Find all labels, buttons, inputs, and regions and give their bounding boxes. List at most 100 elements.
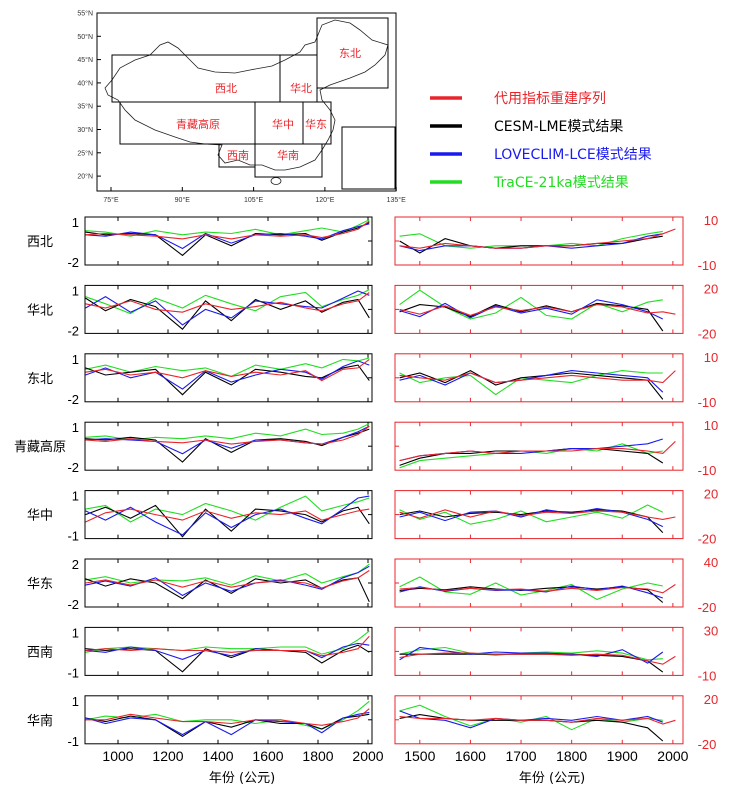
box-xibei bbox=[111, 54, 281, 103]
lat-tick-label: 20°N bbox=[77, 173, 93, 181]
series-line-cesm-lme bbox=[399, 369, 664, 400]
right-panel-0: 10 -10 bbox=[394, 213, 718, 273]
lon-tick-label: 90°E bbox=[175, 196, 191, 204]
y-tick-label: 10 bbox=[704, 350, 718, 365]
series-line-cesm-lme bbox=[85, 577, 370, 603]
left-x-tick-label: 1200 bbox=[152, 748, 183, 764]
left-panel-6: 1 -1 bbox=[67, 625, 373, 680]
label-huadong: 华东 bbox=[305, 117, 327, 131]
left-panel-frame bbox=[84, 558, 373, 608]
right-panel-frame bbox=[394, 626, 684, 676]
y-tick-label: 20 bbox=[704, 281, 718, 296]
right-panel-frame bbox=[394, 353, 684, 403]
box-dongbei bbox=[316, 17, 389, 89]
series-line-trace-21ka bbox=[85, 289, 370, 315]
series-line-loveclim-lce bbox=[399, 370, 664, 393]
series-line-cesm-lme bbox=[85, 297, 370, 330]
series-line-trace-21ka bbox=[85, 563, 370, 586]
region-row-label: 华东 bbox=[27, 577, 53, 592]
right-panel-frame bbox=[394, 216, 684, 266]
y-tick-label: -10 bbox=[698, 258, 717, 273]
series-line-proxy bbox=[85, 425, 370, 445]
series-line-proxy bbox=[85, 292, 370, 313]
left-panel-frame bbox=[84, 421, 373, 471]
left-panel-0: 1 -2 bbox=[67, 215, 373, 270]
lon-tick-label: 75°E bbox=[103, 196, 119, 204]
right-x-axis-title: 年份 (公元) bbox=[519, 771, 585, 786]
box-qingzang bbox=[119, 101, 256, 145]
region-row-label: 华北 bbox=[27, 303, 53, 318]
y-tick-label: 1 bbox=[72, 352, 79, 367]
left-panel-1: 1 -2 bbox=[67, 283, 373, 338]
series-line-loveclim-lce bbox=[85, 290, 370, 326]
y-tick-label: 1 bbox=[72, 694, 79, 709]
y-tick-label: -20 bbox=[698, 532, 717, 547]
series-line-trace-21ka bbox=[399, 504, 664, 525]
box-huanan bbox=[254, 143, 323, 178]
label-huabei: 华北 bbox=[290, 81, 312, 95]
series-line-cesm-lme bbox=[85, 364, 370, 396]
y-tick-label: -20 bbox=[698, 326, 717, 341]
y-tick-label: -2 bbox=[67, 597, 79, 612]
series-line-proxy bbox=[399, 304, 676, 316]
region-row-label: 华南 bbox=[27, 713, 53, 729]
series-line-cesm-lme bbox=[85, 222, 370, 257]
left-panel-2: 1 -2 bbox=[67, 352, 373, 407]
series-line-loveclim-lce bbox=[85, 642, 370, 660]
left-x-axis-title: 年份 (公元) bbox=[209, 771, 275, 786]
y-tick-label: 30 bbox=[704, 623, 718, 638]
region-row-label: 青藏高原 bbox=[14, 439, 66, 455]
label-qingzang: 青藏高原 bbox=[176, 117, 220, 131]
lat-tick-label: 30°N bbox=[77, 126, 93, 134]
series-line-proxy bbox=[85, 570, 370, 589]
label-dongbei: 东北 bbox=[339, 47, 361, 60]
y-tick-label: -1 bbox=[67, 665, 79, 680]
left-panel-3: 1 -2 bbox=[67, 420, 373, 475]
lat-tick-label: 40°N bbox=[77, 79, 93, 87]
series-line-cesm-lme bbox=[399, 509, 664, 533]
y-tick-label: 1 bbox=[72, 489, 79, 504]
series-line-proxy bbox=[399, 441, 676, 462]
right-panel-frame bbox=[394, 421, 684, 471]
left-panel-frame bbox=[84, 353, 373, 403]
series-line-loveclim-lce bbox=[399, 646, 664, 664]
series-line-proxy bbox=[399, 509, 676, 520]
right-x-tick-label: 1700 bbox=[505, 748, 536, 764]
panels: 西北 1 -2 10 -10 华北 1 -2 20 -20 东北 1 -2 10 -10 青藏高原 1 -2 10 -… bbox=[14, 213, 718, 764]
region-row-label: 西北 bbox=[27, 235, 53, 250]
right-x-tick-label: 1500 bbox=[404, 748, 435, 764]
series-line-cesm-lme bbox=[85, 504, 370, 538]
left-x-tick-label: 1000 bbox=[102, 748, 133, 764]
y-tick-label: 1 bbox=[72, 283, 79, 298]
series-line-proxy bbox=[85, 708, 370, 726]
y-tick-label: -1 bbox=[67, 734, 79, 749]
lat-tick-label: 50°N bbox=[77, 33, 93, 41]
lat-tick-label: 55°N bbox=[77, 10, 93, 18]
y-tick-label: 1 bbox=[72, 625, 79, 640]
y-tick-label: 20 bbox=[704, 487, 718, 502]
right-panel-6: 30 -10 bbox=[394, 623, 718, 683]
china-outline bbox=[104, 19, 389, 171]
right-x-tick-label: 2000 bbox=[657, 748, 688, 764]
y-tick-label: -20 bbox=[698, 737, 717, 752]
series-line-proxy bbox=[85, 635, 370, 657]
right-x-tick-label: 1600 bbox=[455, 748, 486, 764]
y-tick-label: 10 bbox=[704, 213, 718, 228]
lon-tick-label: 135°E bbox=[387, 196, 406, 204]
left-panel-4: 1 -1 bbox=[67, 489, 373, 544]
region-row-label: 华中 bbox=[27, 509, 53, 524]
label-xinan: 西南 bbox=[227, 149, 249, 162]
left-panel-7: 1 -1 bbox=[67, 694, 373, 749]
series-line-proxy bbox=[399, 715, 676, 725]
y-tick-label: -2 bbox=[67, 323, 79, 338]
lat-tick-label: 45°N bbox=[77, 56, 93, 64]
series-line-proxy bbox=[399, 584, 676, 594]
series-line-loveclim-lce bbox=[399, 299, 664, 320]
hainan-outline bbox=[270, 177, 282, 185]
label-huazhong: 华中 bbox=[272, 117, 294, 131]
legend: 代用指标重建序列 CESM-LME模式结果 LOVECLIM-LCE模式结果 TraC… bbox=[430, 91, 652, 191]
y-tick-label: -2 bbox=[67, 392, 79, 407]
series-line-proxy bbox=[85, 508, 370, 523]
left-x-tick-label: 1800 bbox=[302, 748, 333, 764]
lon-tick-label: 120°E bbox=[315, 196, 334, 204]
